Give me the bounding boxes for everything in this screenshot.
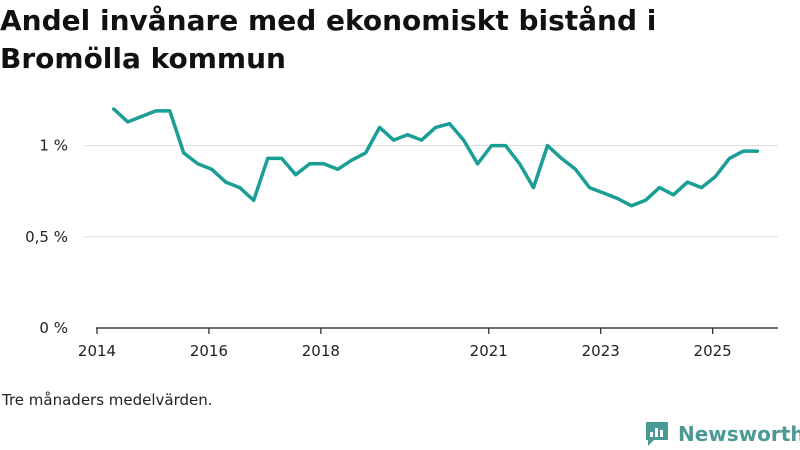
data-point xyxy=(210,167,214,171)
data-point xyxy=(308,162,312,166)
data-point xyxy=(294,173,298,177)
brand-name: Newsworthy xyxy=(678,422,800,446)
data-point xyxy=(196,162,200,166)
data-point xyxy=(378,125,382,129)
x-tick-label: 2023 xyxy=(582,342,620,360)
data-point xyxy=(434,125,438,129)
y-tick-label: 0 % xyxy=(39,319,68,337)
data-point xyxy=(140,114,144,118)
data-point xyxy=(448,122,452,126)
data-point xyxy=(699,186,703,190)
data-point xyxy=(518,162,522,166)
data-point xyxy=(322,162,326,166)
data-point xyxy=(560,156,564,160)
data-point xyxy=(266,156,270,160)
data-point xyxy=(336,167,340,171)
y-tick-label: 0,5 % xyxy=(25,228,68,246)
data-point xyxy=(741,149,745,153)
data-point xyxy=(154,109,158,113)
chart-caption: Tre månaders medelvärden. xyxy=(2,391,213,409)
data-point xyxy=(588,186,592,190)
data-point xyxy=(238,186,242,190)
data-point xyxy=(490,144,494,148)
newsworthy-logo-icon xyxy=(646,422,668,446)
series-line-0 xyxy=(112,107,760,208)
data-point xyxy=(755,149,759,153)
data-point xyxy=(420,138,424,142)
data-point xyxy=(657,186,661,190)
data-point xyxy=(629,204,633,208)
y-axis-ticks: 0 % 0,5 % 1 % xyxy=(25,137,68,337)
data-point xyxy=(713,175,717,179)
x-axis: 2014 2016 2018 2021 2023 2025 xyxy=(78,327,778,360)
data-point xyxy=(224,180,228,184)
x-tick-label: 2016 xyxy=(190,342,228,360)
data-point xyxy=(462,138,466,142)
data-point xyxy=(476,162,480,166)
data-point xyxy=(182,151,186,155)
data-point xyxy=(727,156,731,160)
data-point xyxy=(280,156,284,160)
data-point xyxy=(350,158,354,162)
data-point xyxy=(126,120,130,124)
chart-title: Andel invånare med ekonomiskt bistånd i … xyxy=(0,4,657,75)
data-point xyxy=(504,144,508,148)
x-tick-label: 2018 xyxy=(302,342,340,360)
data-point xyxy=(685,180,689,184)
data-point xyxy=(168,109,172,113)
y-tick-label: 1 % xyxy=(39,137,68,155)
x-tick-label: 2014 xyxy=(78,342,116,360)
data-point xyxy=(392,138,396,142)
gridlines xyxy=(84,145,778,238)
series-group xyxy=(112,107,760,208)
brand-logo[interactable]: Newsworthy xyxy=(644,420,800,448)
x-tick-label: 2021 xyxy=(470,342,508,360)
data-point xyxy=(252,198,256,202)
x-tick-label: 2025 xyxy=(694,342,732,360)
data-point xyxy=(602,191,606,195)
data-point xyxy=(643,198,647,202)
data-point xyxy=(364,151,368,155)
data-point xyxy=(574,167,578,171)
data-point xyxy=(616,196,619,200)
data-point xyxy=(546,144,550,148)
data-point xyxy=(532,186,536,190)
data-point xyxy=(406,133,410,137)
data-point xyxy=(112,107,116,111)
data-point xyxy=(671,193,675,197)
